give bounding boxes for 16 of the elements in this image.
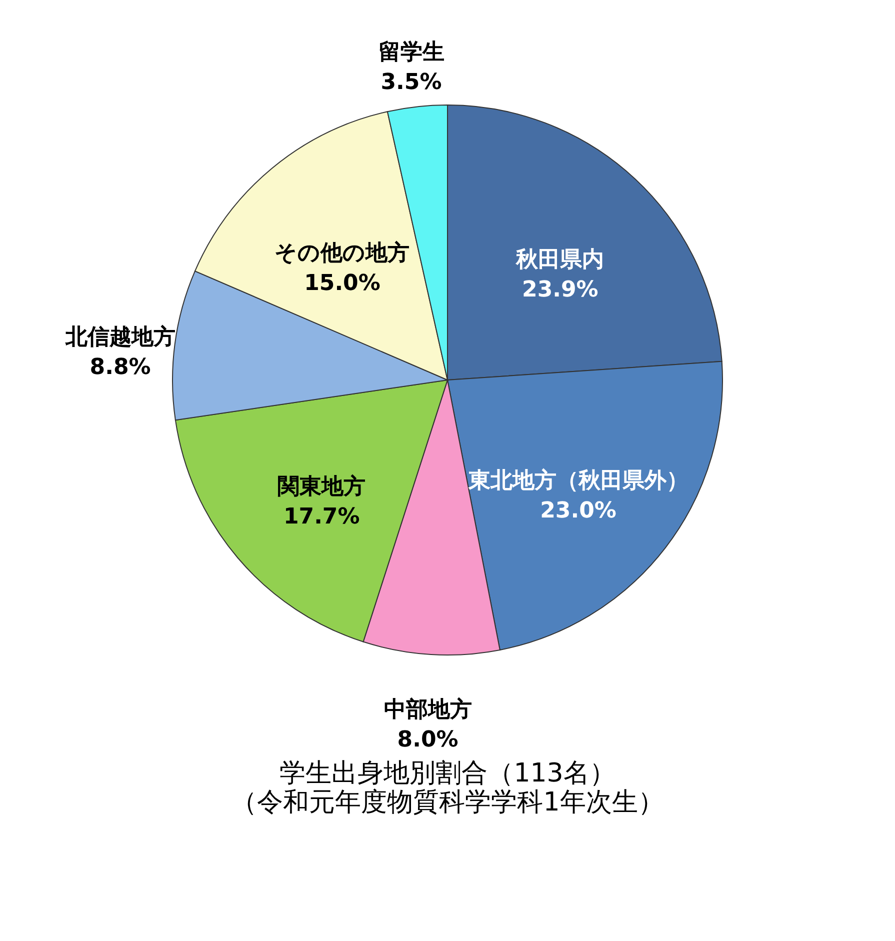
slice-label: 関東地方 <box>278 474 366 500</box>
slice-label: 秋田県内 <box>515 247 604 272</box>
data-label: 23.0% <box>540 498 616 524</box>
data-label: 8.8% <box>90 355 151 380</box>
data-label: 15.0% <box>304 270 380 296</box>
data-label: 23.9% <box>522 277 598 302</box>
slice-label: 留学生 <box>378 40 444 65</box>
slice-label: 北信越地方 <box>64 324 176 350</box>
data-label: 17.7% <box>283 504 360 530</box>
data-label: 8.0% <box>397 727 458 752</box>
data-label: 3.5% <box>380 70 442 95</box>
slice-label: 東北地方（秋田県外） <box>467 468 688 494</box>
text: 学生出身地別割合（113名） <box>280 758 616 788</box>
slice-label: その他の地方 <box>274 240 410 266</box>
slice-label: 中部地方 <box>384 696 472 722</box>
text: （令和元年度物質科学学科1年次生） <box>231 787 664 818</box>
